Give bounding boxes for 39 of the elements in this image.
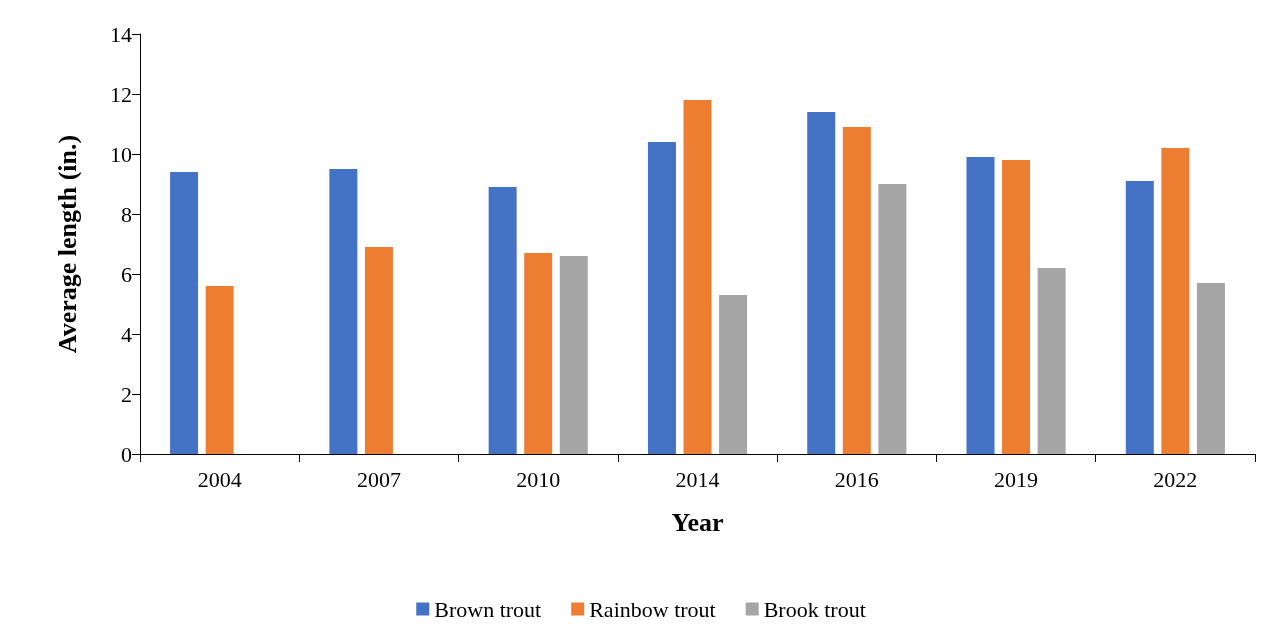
x-axis-title: Year xyxy=(671,507,724,537)
bar xyxy=(559,256,588,454)
y-tick-label: 0 xyxy=(121,441,132,467)
bar xyxy=(966,157,995,454)
bar xyxy=(524,253,553,454)
y-tick-label: 4 xyxy=(121,321,132,347)
legend-label: Brown trout xyxy=(434,596,542,622)
bar xyxy=(1196,283,1225,454)
y-tick-label: 10 xyxy=(110,141,132,167)
x-tick-label: 2004 xyxy=(197,466,242,492)
bar xyxy=(878,184,907,454)
bar xyxy=(647,142,676,454)
bar xyxy=(205,286,234,454)
bar xyxy=(842,127,871,454)
x-tick-label: 2014 xyxy=(675,466,720,492)
bar xyxy=(170,172,199,454)
bar xyxy=(807,112,836,454)
y-tick-label: 2 xyxy=(121,381,132,407)
x-tick-label: 2019 xyxy=(994,466,1039,492)
x-tick-label: 2007 xyxy=(356,466,401,492)
x-tick-label: 2016 xyxy=(834,466,879,492)
y-axis-title: Average length (in.) xyxy=(52,134,82,354)
bar xyxy=(1037,268,1066,454)
y-tick-label: 8 xyxy=(121,201,132,227)
legend-label: Brook trout xyxy=(763,596,866,622)
bar xyxy=(364,247,393,454)
bar xyxy=(683,100,712,454)
x-tick-label: 2010 xyxy=(516,466,561,492)
y-tick-label: 12 xyxy=(110,81,132,107)
y-tick-label: 14 xyxy=(110,21,132,47)
x-tick-label: 2022 xyxy=(1153,466,1198,492)
bar xyxy=(1002,160,1031,454)
bar xyxy=(1125,181,1154,454)
bar xyxy=(719,295,748,454)
y-tick-label: 6 xyxy=(121,261,132,287)
bar xyxy=(488,187,517,454)
bar xyxy=(1161,148,1190,454)
bar xyxy=(329,169,358,454)
legend-label: Rainbow trout xyxy=(589,596,716,622)
